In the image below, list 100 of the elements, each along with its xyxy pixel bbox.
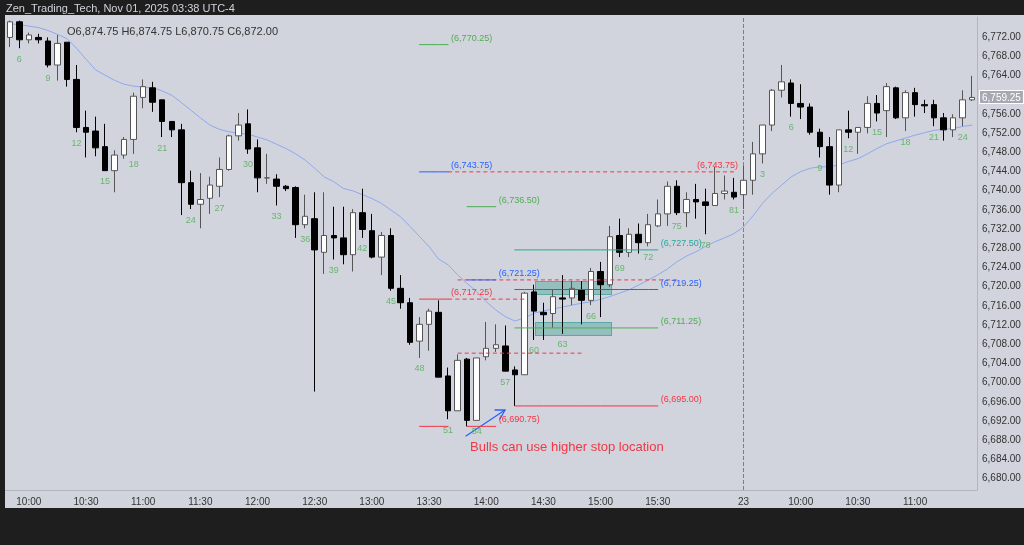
y-tick-label: 6,684.00 [982, 453, 1022, 465]
text: 6 [788, 122, 794, 133]
candlestick [969, 75, 975, 102]
text: 75 [671, 220, 682, 231]
x-tick-label: 23 [737, 495, 750, 507]
y-tick-label: 6,720.00 [982, 280, 1022, 292]
candlestick [388, 227, 394, 292]
text: 42 [357, 243, 368, 254]
text: 21 [157, 142, 168, 153]
candlestick [73, 64, 80, 133]
candlestick [207, 176, 213, 215]
candlestick [959, 89, 966, 127]
text: 6 [16, 53, 22, 64]
candlestick [435, 299, 442, 378]
candlestick [559, 274, 566, 335]
x-tick-label: 14:30 [530, 495, 557, 507]
candlestick [836, 129, 842, 193]
text: 45 [385, 296, 396, 307]
candlestick [674, 179, 680, 216]
x-tick-label: 10:30 [73, 495, 99, 507]
y-tick-label: 6,728.00 [982, 242, 1022, 253]
text: 78 [700, 239, 711, 250]
series-label: (6,743.75) [451, 159, 493, 170]
candlestick [788, 78, 794, 118]
candlestick [731, 177, 737, 200]
candlestick [893, 86, 899, 120]
candlestick [264, 153, 270, 185]
candlestick [292, 185, 299, 239]
series-label: (6,736.50) [498, 194, 540, 205]
candlestick [635, 222, 642, 254]
text: 51 [443, 424, 454, 435]
candlestick [197, 172, 204, 229]
candlestick [178, 123, 185, 216]
candlestick [340, 206, 347, 265]
candlestick [655, 198, 661, 228]
x-tick-label: 10:30 [845, 495, 871, 507]
series-label: (6,717.25) [451, 287, 493, 298]
series-label: (6,711.25) [660, 315, 702, 326]
candlestick [473, 357, 480, 421]
candlestick [140, 78, 146, 109]
series-label: (6,727.50) [660, 237, 702, 248]
candlestick [550, 289, 556, 329]
candlestick [531, 284, 537, 341]
candlestick [826, 136, 833, 196]
x-tick-label: 11:00 [902, 495, 928, 507]
candlestick [578, 280, 585, 325]
candlestick [254, 138, 261, 193]
candlestick [45, 36, 51, 68]
annotation: Bulls can use higher stop location [470, 439, 664, 454]
text: 24 [185, 214, 196, 225]
text: 18 [128, 159, 139, 170]
candlestick [16, 20, 23, 49]
text: 12 [843, 143, 854, 154]
candlestick [454, 353, 461, 412]
text: 3 [760, 168, 766, 179]
candlestick [35, 33, 42, 44]
candlestick [588, 267, 594, 306]
y-tick-label: 6,736.00 [982, 203, 1022, 215]
candlestick [26, 32, 32, 44]
y-tick-label: 6,724.00 [982, 261, 1022, 273]
y-tick-label: 6,732.00 [982, 222, 1022, 234]
candlestick [512, 365, 518, 407]
text: 57 [500, 376, 511, 387]
candlestick [540, 302, 547, 341]
text: 66 [586, 310, 597, 321]
y-tick-label: 6,712.00 [982, 318, 1022, 330]
candlestick [493, 323, 499, 353]
x-tick-label: 11:30 [188, 495, 213, 507]
chart-title: Zen_Trading_Tech, Nov 01, 2025 03:38 UTC-4 [6, 1, 235, 15]
x-tick-label: 13:30 [416, 495, 443, 507]
candlestick [64, 41, 70, 88]
candlestick [350, 208, 356, 273]
series-label: (6,719.25) [660, 277, 702, 288]
candlestick [216, 156, 223, 198]
text: 12 [71, 137, 82, 148]
candlestick [445, 367, 451, 420]
y-tick-label: 6,680.00 [982, 472, 1022, 484]
candlestick [111, 149, 118, 193]
y-tick-label: 6,700.00 [982, 376, 1022, 388]
y-tick-label: 6,768.00 [982, 49, 1022, 61]
candlestick [912, 87, 918, 118]
text: 36 [300, 233, 311, 244]
candlestick [397, 274, 404, 310]
text: 27 [214, 202, 225, 213]
text: 9 [817, 162, 823, 173]
text: 6,759.25 [982, 91, 1022, 103]
y-tick-label: 6,740.00 [982, 184, 1022, 196]
candlestick [921, 99, 928, 114]
series-label: (6,770.25) [451, 32, 493, 43]
y-tick-label: 6,688.00 [982, 434, 1022, 446]
candlestick [273, 173, 280, 206]
y-tick-label: 6,752.00 [982, 126, 1022, 138]
text: 72 [643, 251, 654, 262]
candlestick [407, 297, 413, 346]
candlestick [693, 183, 699, 220]
y-tick-label: 6,756.00 [982, 107, 1022, 119]
text: 69 [614, 262, 625, 273]
candlestick [683, 191, 690, 228]
candlestick [740, 165, 747, 210]
candlestick [102, 123, 108, 172]
